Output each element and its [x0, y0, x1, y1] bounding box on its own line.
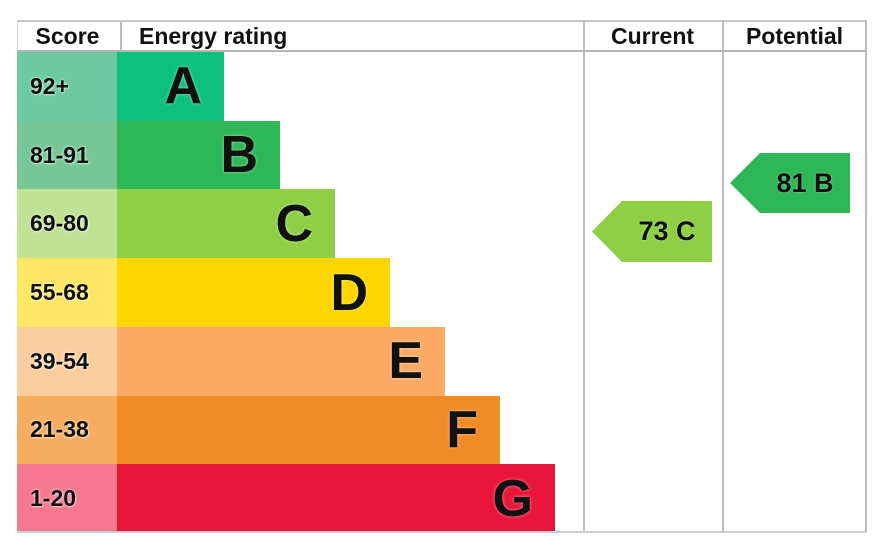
current-column-header: Current — [610, 23, 695, 49]
rating-bar: D — [117, 258, 390, 327]
energy-rating-column-header: Energy rating — [120, 22, 580, 50]
score-cell: 81-91 — [17, 120, 117, 190]
rating-bar: G — [117, 464, 555, 534]
current-column-right-border — [722, 20, 724, 533]
potential-rating-arrow: 81 B — [730, 153, 850, 213]
current-rating-value: 73 C — [638, 216, 696, 246]
current-rating-arrow: 73 C — [592, 201, 712, 262]
left-pointing-arrow-icon — [592, 201, 712, 262]
current-column-left-border — [583, 20, 585, 533]
table-bottom-border — [17, 531, 867, 533]
band-row-b: 81-91 B — [17, 120, 867, 190]
rating-bar: A — [117, 52, 224, 121]
rating-bar: C — [117, 189, 335, 259]
left-pointing-arrow-icon — [730, 153, 850, 213]
score-cell: 21-38 — [17, 395, 117, 465]
rating-bar: B — [117, 120, 280, 190]
band-row-f: 21-38 F — [17, 395, 867, 465]
rating-bar: E — [117, 326, 445, 396]
rating-bands: 92+ A 81-91 B 69-80 C 55-68 D 39-54 E 21… — [17, 52, 867, 534]
band-row-c: 69-80 C — [17, 189, 867, 259]
band-row-a: 92+ A — [17, 52, 867, 121]
band-row-d: 55-68 D — [17, 258, 867, 327]
band-row-e: 39-54 E — [17, 326, 867, 396]
epc-table: Score Energy rating Current Potential 92… — [17, 20, 867, 534]
potential-rating-value: 81 B — [776, 167, 834, 198]
band-row-g: 1-20 G — [17, 464, 867, 534]
score-cell: 92+ — [17, 52, 117, 121]
score-cell: 69-80 — [17, 189, 117, 259]
potential-column-header: Potential — [745, 23, 844, 49]
table-right-border — [865, 20, 867, 533]
table-header: Score Energy rating Current Potential — [17, 20, 867, 52]
rating-bar: F — [117, 395, 500, 465]
score-cell: 39-54 — [17, 326, 117, 396]
score-cell: 55-68 — [17, 258, 117, 327]
score-column-header: Score — [17, 22, 117, 50]
score-cell: 1-20 — [17, 464, 117, 534]
